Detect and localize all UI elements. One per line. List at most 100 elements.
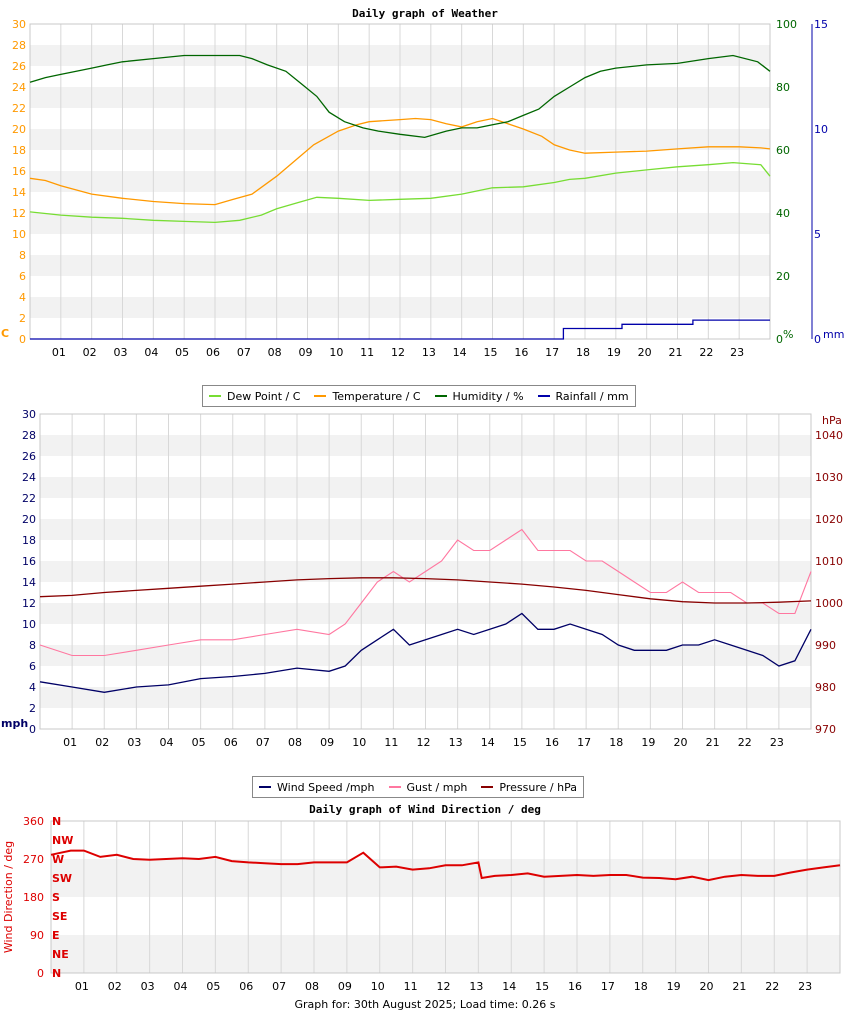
x-tick-label: 03 bbox=[114, 346, 128, 359]
y-tick-label: 20 bbox=[22, 513, 36, 526]
x-tick-label: 12 bbox=[417, 736, 431, 749]
x-tick-label: 03 bbox=[141, 980, 155, 993]
plot-border bbox=[50, 820, 841, 974]
x-tick-label: 04 bbox=[174, 980, 188, 993]
y-tick-label: 6 bbox=[19, 270, 26, 283]
y-tick-label: 2 bbox=[29, 702, 36, 715]
compass-label: E bbox=[52, 929, 60, 942]
y-tick-label: 1020 bbox=[815, 513, 843, 526]
series-line-2 bbox=[29, 54, 771, 139]
x-tick-label: 13 bbox=[422, 346, 436, 359]
x-tick-label: 17 bbox=[577, 736, 591, 749]
y-tick-label-direction: 0 bbox=[37, 967, 44, 980]
compass-label: SE bbox=[52, 910, 67, 923]
x-tick-label: 11 bbox=[360, 346, 374, 359]
x-tick-label: 06 bbox=[239, 980, 253, 993]
legend-item-gust: Gust / mph bbox=[388, 781, 467, 794]
x-tick-label: 16 bbox=[514, 346, 528, 359]
x-tick-label: 16 bbox=[568, 980, 582, 993]
x-tick-label: 18 bbox=[634, 980, 648, 993]
x-tick-label: 08 bbox=[288, 736, 302, 749]
x-tick-label: 07 bbox=[237, 346, 251, 359]
x-tick-label: 22 bbox=[699, 346, 713, 359]
y-tick-label: 5 bbox=[814, 228, 821, 241]
y-tick-label: 30 bbox=[22, 408, 36, 421]
y-tick-label: 60 bbox=[776, 144, 790, 157]
series-line-0 bbox=[29, 161, 771, 224]
x-tick-label: 19 bbox=[607, 346, 621, 359]
y-tick-label: 15 bbox=[814, 18, 828, 31]
legend-item-pressure: Pressure / hPa bbox=[481, 781, 577, 794]
x-tick-label: 08 bbox=[268, 346, 282, 359]
x-tick-label: 02 bbox=[108, 980, 122, 993]
y-tick-label-direction: 270 bbox=[23, 853, 44, 866]
wind-series-line-0 bbox=[39, 612, 812, 693]
x-tick-label: 06 bbox=[224, 736, 238, 749]
legend-weather: Dew Point / C Temperature / C Humidity /… bbox=[202, 385, 636, 407]
legend-item-dew-point: Dew Point / C bbox=[209, 390, 300, 403]
y-tick-label: 990 bbox=[815, 639, 836, 652]
y-tick-label: 8 bbox=[19, 249, 26, 262]
wind-direction-line bbox=[50, 849, 841, 882]
y-tick-label: 22 bbox=[22, 492, 36, 505]
x-tick-label: 21 bbox=[706, 736, 720, 749]
y-tick-label: 2 bbox=[19, 312, 26, 325]
x-tick-label: 14 bbox=[453, 346, 467, 359]
x-tick-label: 05 bbox=[206, 980, 220, 993]
x-tick-label: 21 bbox=[669, 346, 683, 359]
y-tick-label-direction: 180 bbox=[23, 891, 44, 904]
legend-item-rainfall: Rainfall / mm bbox=[537, 390, 629, 403]
y-tick-label: 0 bbox=[29, 723, 36, 736]
x-tick-label: 17 bbox=[601, 980, 615, 993]
x-tick-label: 20 bbox=[638, 346, 652, 359]
x-tick-label: 01 bbox=[52, 346, 66, 359]
compass-label: NE bbox=[52, 948, 69, 961]
chart-title-direction: Daily graph of Wind Direction / deg bbox=[309, 803, 541, 816]
x-tick-label: 09 bbox=[338, 980, 352, 993]
y-tick-label: 16 bbox=[22, 555, 36, 568]
series-line-3 bbox=[30, 319, 770, 340]
x-tick-label: 22 bbox=[765, 980, 779, 993]
x-tick-label: 04 bbox=[160, 736, 174, 749]
y-tick-label: 4 bbox=[29, 681, 36, 694]
x-tick-label: 18 bbox=[576, 346, 590, 359]
compass-label: SW bbox=[52, 872, 72, 885]
y-tick-label: 26 bbox=[12, 60, 26, 73]
compass-label: S bbox=[52, 891, 60, 904]
y-tick-label: 80 bbox=[776, 81, 790, 94]
y-tick-label: 28 bbox=[12, 39, 26, 52]
y-tick-label: 980 bbox=[815, 681, 836, 694]
y-tick-label: 0 bbox=[814, 333, 821, 346]
x-tick-label: 21 bbox=[732, 980, 746, 993]
legend-wind: Wind Speed /mph Gust / mph Pressure / hP… bbox=[252, 776, 584, 798]
y-tick-label: 6 bbox=[29, 660, 36, 673]
x-tick-label: 17 bbox=[545, 346, 559, 359]
footer-text: Graph for: 30th August 2025; Load time: … bbox=[294, 998, 556, 1011]
y-tick-label: 1030 bbox=[815, 471, 843, 484]
y-axis-label-direction: Wind Direction / deg bbox=[2, 841, 15, 953]
legend-item-temperature: Temperature / C bbox=[314, 390, 421, 403]
x-tick-label: 23 bbox=[798, 980, 812, 993]
y-tick-label: 28 bbox=[22, 429, 36, 442]
y-tick-label: 100 bbox=[776, 18, 797, 31]
compass-label: N bbox=[52, 815, 61, 828]
legend-label-dew-point: Dew Point / C bbox=[227, 389, 301, 403]
x-tick-label: 22 bbox=[738, 736, 752, 749]
y-unit-right-wind: hPa bbox=[822, 414, 842, 427]
x-tick-label: 23 bbox=[730, 346, 744, 359]
y-tick-label: 0 bbox=[19, 333, 26, 346]
y-unit-right2: mm bbox=[823, 328, 844, 341]
y-tick-label: 14 bbox=[22, 576, 36, 589]
chart-title-weather: Daily graph of Weather bbox=[352, 7, 498, 20]
x-tick-label: 09 bbox=[320, 736, 334, 749]
x-tick-label: 18 bbox=[609, 736, 623, 749]
x-tick-label: 11 bbox=[384, 736, 398, 749]
legend-label-humidity: Humidity / % bbox=[452, 389, 524, 403]
x-tick-label: 11 bbox=[404, 980, 418, 993]
x-tick-label: 16 bbox=[545, 736, 559, 749]
x-tick-label: 10 bbox=[329, 346, 343, 359]
y-tick-label: 10 bbox=[814, 123, 828, 136]
compass-label: N bbox=[52, 967, 61, 980]
compass-label: NW bbox=[52, 834, 73, 847]
